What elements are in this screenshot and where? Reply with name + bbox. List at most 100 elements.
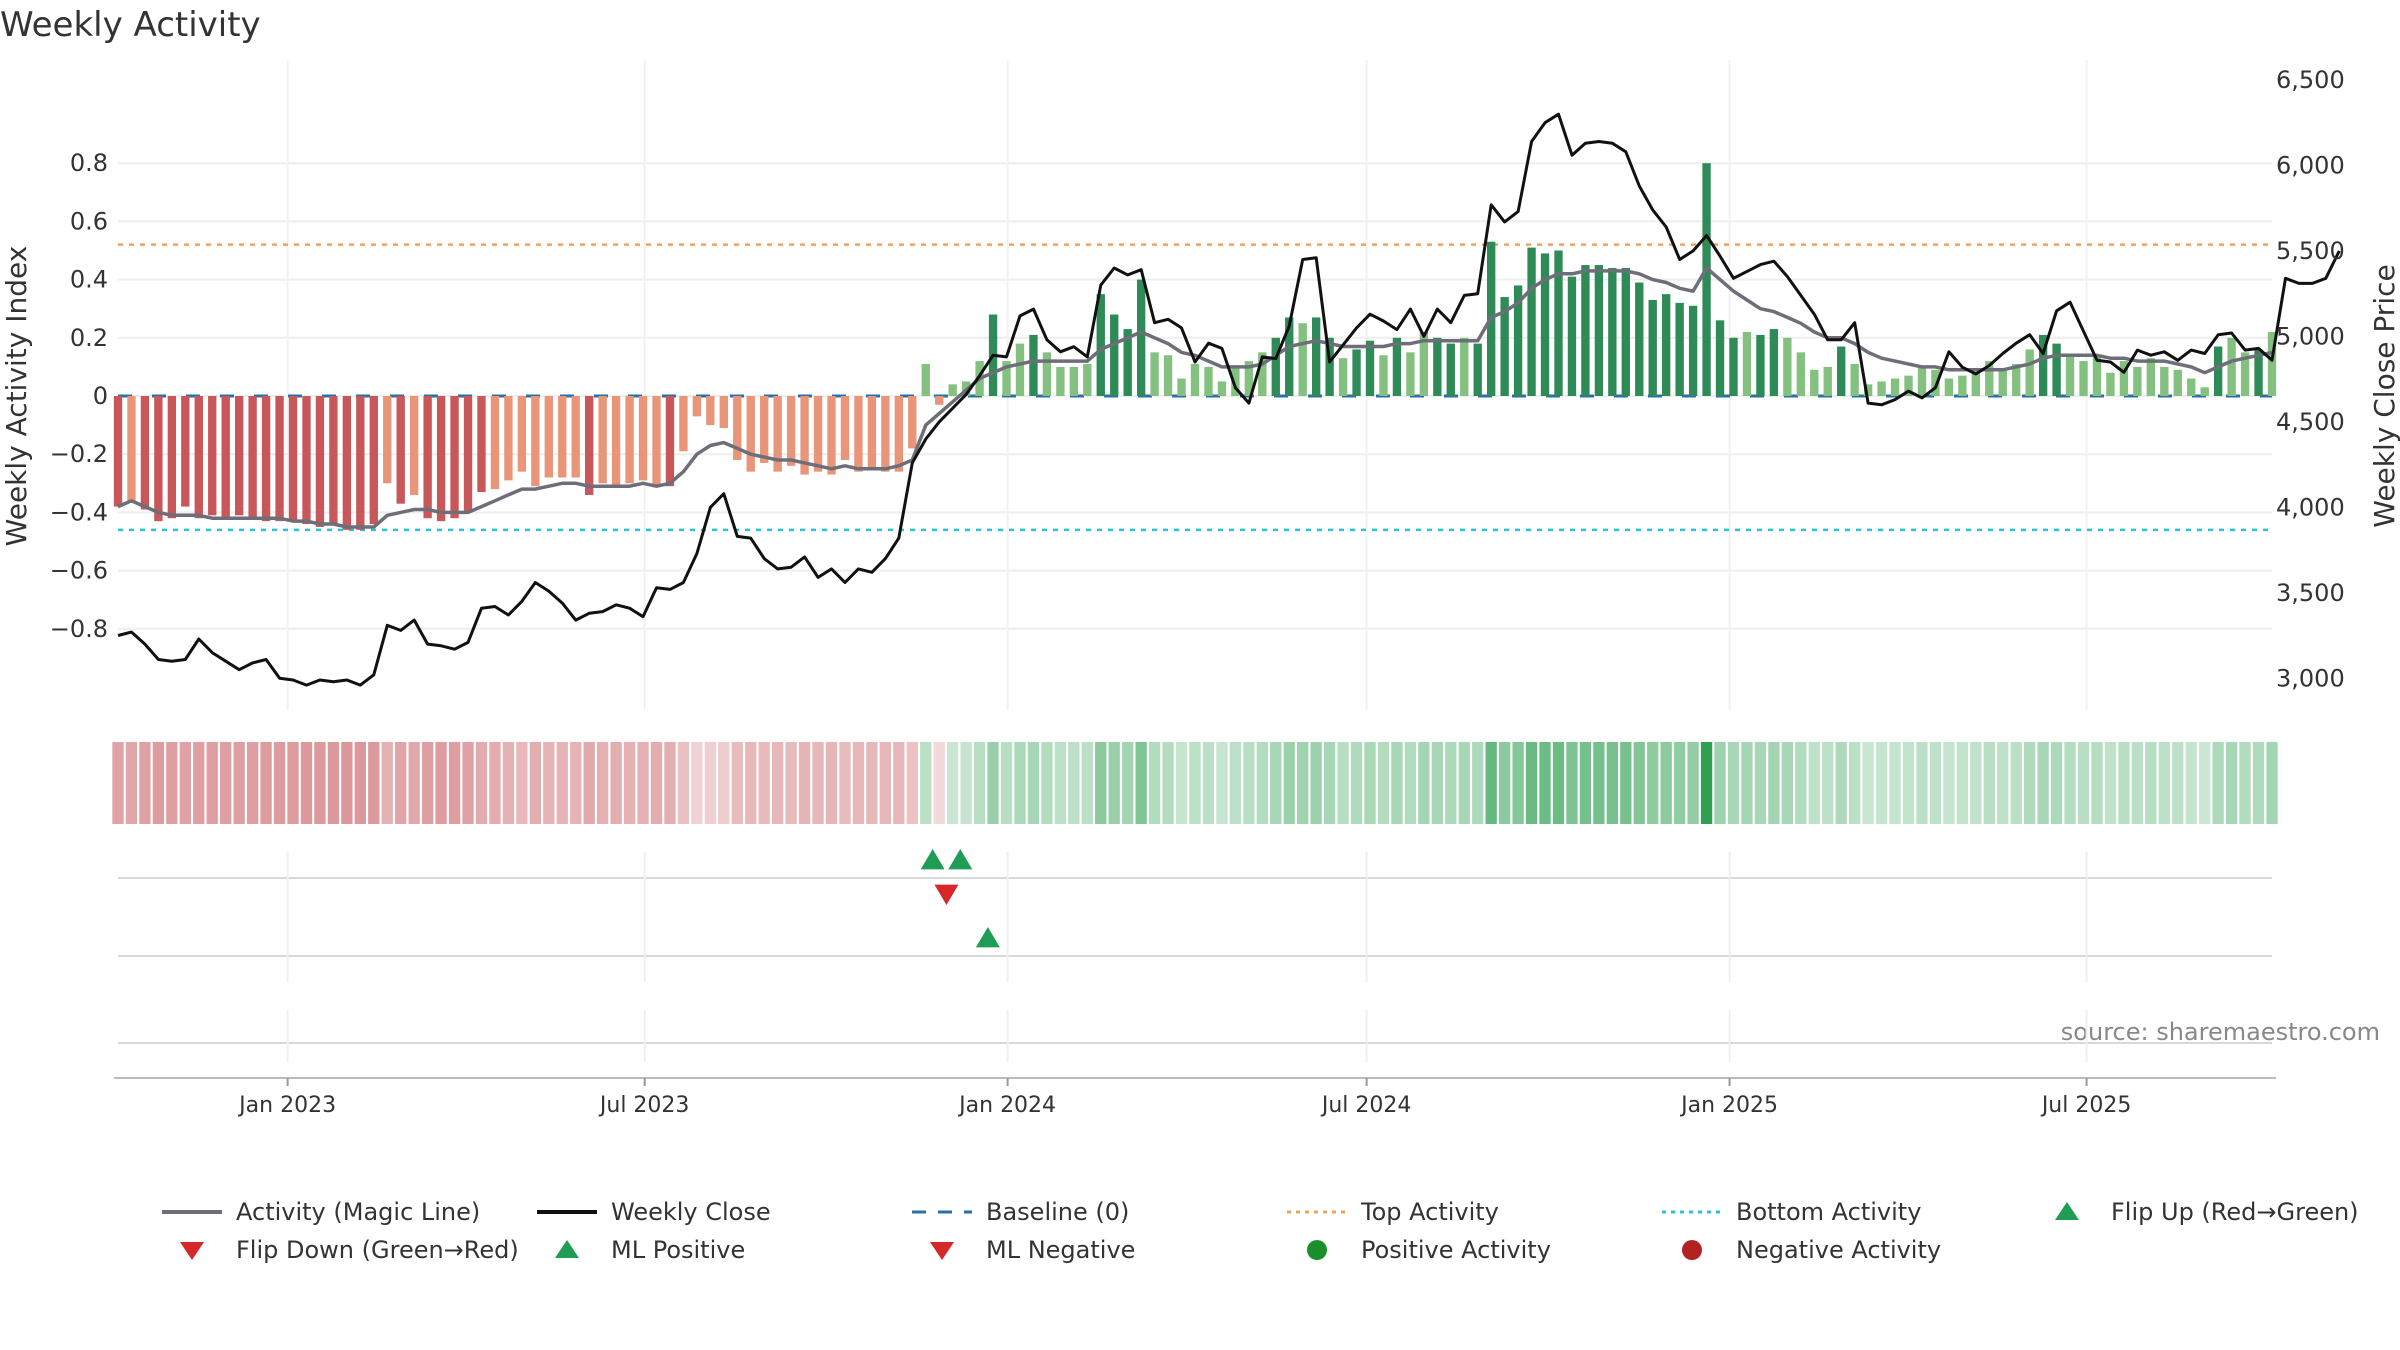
heat-cell-123 xyxy=(1768,742,1780,824)
heat-cell-22 xyxy=(408,742,420,824)
activity-bar-27 xyxy=(477,396,486,493)
heat-cell-143 xyxy=(2037,742,2049,824)
heat-cell-69 xyxy=(1041,742,1053,824)
activity-bar-157 xyxy=(2227,337,2236,396)
heat-cell-142 xyxy=(2024,742,2036,824)
activity-bar-31 xyxy=(531,396,540,487)
activity-bar-103 xyxy=(1500,297,1509,396)
activity-bar-90 xyxy=(1325,337,1334,396)
activity-bar-56 xyxy=(867,396,877,469)
activity-bar-86 xyxy=(1271,337,1280,396)
activity-bar-88 xyxy=(1298,323,1307,396)
heat-cell-106 xyxy=(1539,742,1551,824)
activity-bar-2 xyxy=(140,396,150,510)
heat-cell-156 xyxy=(2212,742,2224,824)
heat-cell-3 xyxy=(152,742,165,824)
legend-label: Activity (Magic Line) xyxy=(236,1198,481,1226)
legend-item: Flip Down (Green→Red) xyxy=(160,1238,519,1262)
heat-cell-88 xyxy=(1297,742,1309,824)
x-tick-label: Jan 2023 xyxy=(237,1093,336,1118)
activity-bar-116 xyxy=(1675,302,1684,396)
activity-bar-38 xyxy=(625,396,634,484)
activity-bar-40 xyxy=(652,396,661,487)
activity-bar-152 xyxy=(2160,366,2169,396)
activity-bar-77 xyxy=(1150,352,1159,396)
heat-cell-24 xyxy=(435,742,447,824)
legend-swatch xyxy=(1682,1240,1702,1260)
activity-bar-76 xyxy=(1136,279,1146,396)
legend-item: Flip Up (Red→Green) xyxy=(2035,1200,2359,1224)
activity-bar-139 xyxy=(1985,361,1994,396)
activity-bar-99 xyxy=(1446,343,1455,396)
heat-cell-23 xyxy=(421,742,434,824)
heat-cell-4 xyxy=(166,742,178,824)
activity-bar-136 xyxy=(1944,378,1954,396)
heat-cell-114 xyxy=(1647,742,1659,824)
heat-cell-76 xyxy=(1135,742,1147,824)
activity-bar-5 xyxy=(181,396,190,507)
left-axis-label: Weekly Activity Index xyxy=(0,246,33,547)
heat-cell-54 xyxy=(839,742,851,824)
activity-heat-strip xyxy=(112,742,2278,824)
activity-bar-146 xyxy=(2079,361,2088,396)
heat-cell-151 xyxy=(2145,742,2157,824)
heat-cell-96 xyxy=(1404,742,1417,824)
heat-cell-6 xyxy=(193,742,205,824)
activity-bar-124 xyxy=(1783,337,1792,396)
right-tick-label: 4,500 xyxy=(2276,408,2345,436)
activity-bar-142 xyxy=(2025,349,2034,396)
activity-bar-95 xyxy=(1392,337,1402,396)
heat-cell-35 xyxy=(583,742,595,824)
heat-cell-53 xyxy=(825,742,838,824)
heat-cell-81 xyxy=(1202,742,1215,824)
heat-cell-37 xyxy=(610,742,622,824)
activity-bar-45 xyxy=(719,396,728,429)
legend-item: Weekly Close xyxy=(535,1200,771,1224)
activity-bar-46 xyxy=(733,396,742,461)
activity-bar-154 xyxy=(2187,378,2196,396)
activity-bar-22 xyxy=(410,396,419,495)
heat-cell-21 xyxy=(395,742,407,824)
legend-item: Bottom Activity xyxy=(1660,1200,1921,1224)
heat-cell-61 xyxy=(933,742,945,824)
heat-cell-147 xyxy=(2091,742,2103,824)
heat-cell-138 xyxy=(1970,742,1982,824)
activity-bar-43 xyxy=(692,396,702,417)
heat-cell-7 xyxy=(206,742,218,824)
x-tick-label: Jan 2025 xyxy=(1679,1093,1778,1118)
activity-bar-75 xyxy=(1123,329,1132,396)
legend-label: ML Negative xyxy=(986,1236,1136,1264)
activity-bar-50 xyxy=(786,396,796,466)
heat-cell-108 xyxy=(1566,742,1578,824)
legend-swatch xyxy=(930,1242,954,1260)
heat-cell-32 xyxy=(543,742,555,824)
right-tick-label: 6,000 xyxy=(2276,151,2345,179)
heat-cell-86 xyxy=(1270,742,1282,824)
heat-cell-146 xyxy=(2077,742,2090,824)
activity-bar-148 xyxy=(2106,372,2115,396)
activity-bar-62 xyxy=(948,384,957,396)
heat-cell-26 xyxy=(462,742,474,824)
activity-bar-91 xyxy=(1338,358,1348,396)
heat-cell-71 xyxy=(1068,742,1080,824)
heat-cell-100 xyxy=(1458,742,1470,824)
activity-bar-47 xyxy=(746,396,755,472)
activity-bar-72 xyxy=(1083,363,1092,396)
activity-bar-37 xyxy=(611,396,621,487)
heat-cell-12 xyxy=(273,742,286,824)
heat-cell-15 xyxy=(314,742,326,824)
activity-bar-4 xyxy=(167,396,177,519)
heat-cell-124 xyxy=(1781,742,1794,824)
legend-label: Weekly Close xyxy=(611,1198,771,1226)
heat-cell-75 xyxy=(1122,742,1134,824)
activity-bar-137 xyxy=(1958,375,1967,396)
left-tick-label: 0.8 xyxy=(70,149,108,177)
activity-bar-128 xyxy=(1837,346,1846,396)
heat-cell-136 xyxy=(1943,742,1955,824)
heat-cell-132 xyxy=(1889,742,1901,824)
heat-cell-131 xyxy=(1875,742,1888,824)
heat-cell-77 xyxy=(1148,742,1161,824)
activity-bar-41 xyxy=(665,396,675,487)
activity-bar-140 xyxy=(1998,369,2007,396)
activity-bar-96 xyxy=(1406,352,1415,396)
